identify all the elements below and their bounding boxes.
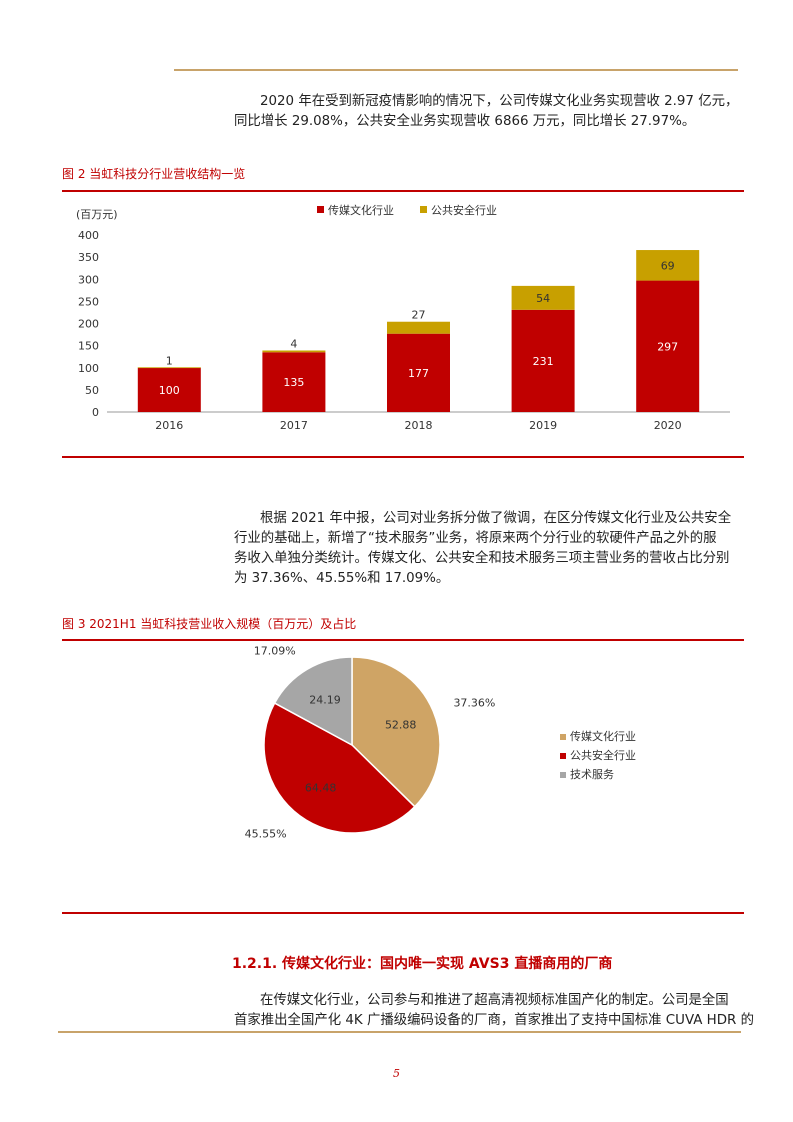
- bar-segment-security: [387, 321, 450, 334]
- bar-segment-security: [262, 350, 326, 353]
- y-tick-label: 50: [85, 384, 99, 397]
- bar-segment-media: [137, 367, 201, 412]
- data-label: 135: [283, 376, 304, 389]
- legend-swatch-media: [317, 206, 324, 213]
- pie-slice: [263, 702, 416, 834]
- figure-3-top-rule: [62, 639, 744, 641]
- legend-label: 技术服务: [570, 768, 614, 781]
- footer-rule: [58, 1031, 741, 1033]
- paragraph-line: 行业的基础上，新增了“技术服务”业务，将原来两个分行业的软硬件产品之外的服: [234, 531, 717, 546]
- data-label: 69: [661, 259, 675, 272]
- y-tick-label: 100: [78, 362, 99, 375]
- data-label: 100: [159, 384, 180, 397]
- pie-percent-label: 45.55%: [245, 827, 287, 840]
- y-tick-label: 0: [92, 406, 99, 419]
- data-label: 27: [412, 309, 426, 322]
- bar-segment-security: [137, 367, 201, 369]
- bar-segment-media: [636, 280, 700, 412]
- figure-3-title: 图 3 2021H1 当虹科技营业收入规模（百万元）及占比: [62, 617, 357, 631]
- bar-segment-security: [511, 285, 575, 310]
- paragraph-line: 首家推出全国产化 4K 广播级编码设备的厂商，首家推出了支持中国标准 CUVA …: [234, 1013, 754, 1028]
- y-tick-label: 300: [78, 273, 99, 286]
- page-number: 5: [393, 1067, 400, 1080]
- paragraph-line: 同比增长 29.08%，公共安全业务实现营收 6866 万元，同比增长 27.9…: [234, 114, 696, 129]
- bar-segment-media: [387, 333, 450, 412]
- data-label: 54: [536, 292, 550, 305]
- y-tick-label: 250: [78, 295, 99, 308]
- x-tick-label: 2019: [529, 419, 557, 432]
- x-tick-label: 2016: [155, 419, 183, 432]
- figure-2-bottom-rule: [62, 456, 744, 458]
- legend-swatch-security: [420, 206, 427, 213]
- figure-2-top-rule: [62, 190, 744, 192]
- paragraph-line: 根据 2021 年中报，公司对业务拆分做了微调，在区分传媒文化行业及公共安全: [260, 511, 732, 526]
- y-tick-label: 150: [78, 340, 99, 353]
- pie-percent-label: 37.36%: [453, 696, 495, 709]
- paragraph-2020-revenue: 2020 年在受到新冠疫情影响的情况下，公司传媒文化业务实现营收 2.97 亿元…: [234, 92, 740, 132]
- pie-slice: [273, 656, 353, 747]
- pie-slice: [351, 656, 441, 808]
- figure-3-bottom-rule: [62, 912, 744, 914]
- legend-label: 公共安全行业: [570, 748, 636, 762]
- paragraph-line: 务收入单独分类统计。传媒文化、公共安全和技术服务三项主营业务的营收占比分别: [234, 551, 730, 566]
- legend-swatch: [560, 734, 566, 740]
- pie-value-label: 24.19: [309, 694, 341, 707]
- pie-value-label: 64.48: [305, 781, 337, 794]
- legend-label: 传媒文化行业: [328, 203, 394, 217]
- section-heading: 1.2.1. 传媒文化行业：国内唯一实现 AVS3 直播商用的厂商: [232, 956, 613, 972]
- paragraph-line: 在传媒文化行业，公司参与和推进了超高清视频标准国产化的制定。公司是全国: [260, 993, 729, 1008]
- paragraph-line: 2020 年在受到新冠疫情影响的情况下，公司传媒文化业务实现营收 2.97 亿元…: [260, 94, 739, 109]
- figure-2-bar-chart: (百万元) 0 50 100 150 200 250 300 350 400 2016 100 1 201…: [76, 203, 730, 432]
- y-tick-label: 400: [78, 229, 99, 242]
- data-label: 297: [657, 340, 678, 353]
- bar-segment-media: [511, 309, 575, 412]
- bar-segment-security: [636, 250, 700, 281]
- legend-label: 公共安全行业: [431, 203, 497, 217]
- data-label: 4: [290, 337, 297, 350]
- y-tick-label: 200: [78, 318, 99, 331]
- data-label: 231: [533, 355, 554, 368]
- legend-swatch: [560, 772, 566, 778]
- legend-label: 传媒文化行业: [570, 729, 636, 743]
- y-tick-label: 350: [78, 251, 99, 264]
- legend-swatch: [560, 753, 566, 759]
- pie-value-label: 52.88: [385, 719, 417, 732]
- figure-3-pie-chart: 52.88 37.36% 64.48 45.55% 24.19 17.09% 传媒文化行业公…: [245, 645, 636, 840]
- x-tick-label: 2020: [654, 419, 682, 432]
- data-label: 1: [166, 354, 173, 367]
- paragraph-2021h1-split: 根据 2021 年中报，公司对业务拆分做了微调，在区分传媒文化行业及公共安全 行…: [234, 509, 740, 589]
- x-tick-label: 2017: [280, 419, 308, 432]
- x-tick-label: 2018: [405, 419, 433, 432]
- section-paragraph: 在传媒文化行业，公司参与和推进了超高清视频标准国产化的制定。公司是全国 首家推出…: [234, 991, 754, 1031]
- figure-2-title: 图 2 当虹科技分行业营收结构一览: [62, 167, 246, 181]
- paragraph-line: 为 37.36%、45.55%和 17.09%。: [234, 571, 450, 586]
- y-axis-unit-label: (百万元): [76, 208, 118, 221]
- data-label: 177: [408, 367, 429, 380]
- pie-percent-label: 17.09%: [254, 645, 296, 657]
- bar-segment-media: [262, 352, 326, 412]
- header-rule: [174, 69, 738, 71]
